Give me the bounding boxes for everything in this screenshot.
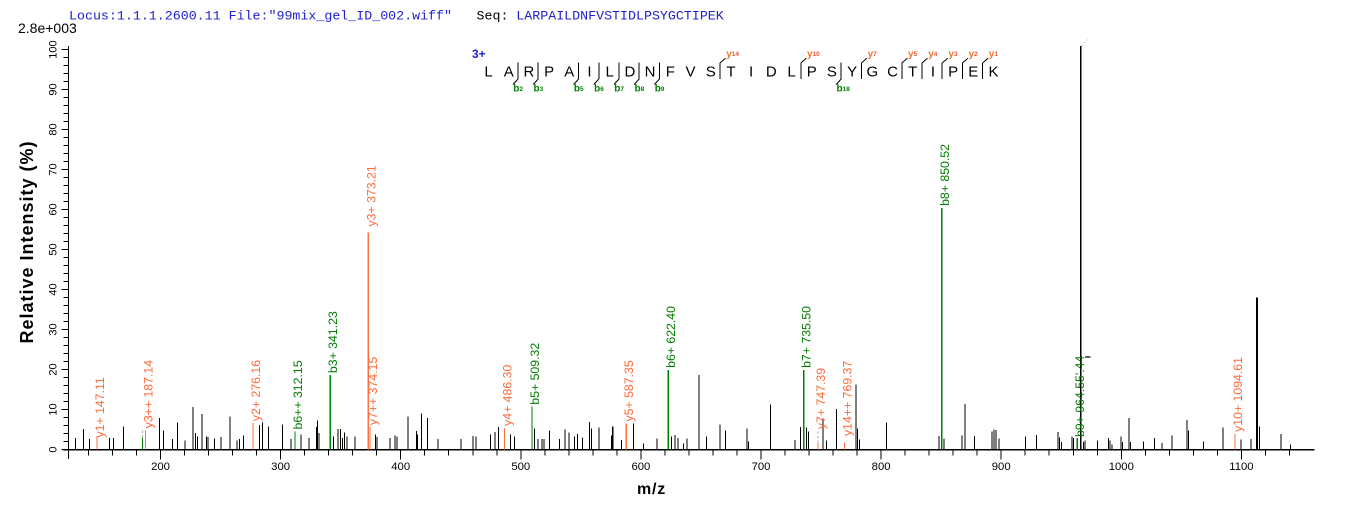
svg-text:900: 900 — [992, 461, 1011, 473]
svg-text:y7+ 747.39: y7+ 747.39 — [814, 368, 828, 429]
svg-text:L: L — [606, 64, 614, 81]
svg-text:40: 40 — [48, 283, 60, 295]
svg-text:S: S — [827, 64, 837, 81]
svg-text:y7: y7 — [868, 49, 878, 60]
svg-text:LARPAILDNFVSTIDLPSYGCTIPEK: LARPAILDNFVSTIDLPSYGCTIPEK — [516, 9, 723, 24]
svg-text:b9+ 964.55'.44: b9+ 964.55'.44 — [1073, 356, 1087, 437]
svg-text:y3++ 187.14: y3++ 187.14 — [142, 360, 156, 429]
svg-text:3+: 3+ — [472, 47, 486, 61]
svg-text:80: 80 — [48, 123, 60, 135]
svg-text:0: 0 — [48, 446, 60, 452]
svg-text:T: T — [726, 64, 735, 81]
svg-text:700: 700 — [752, 461, 771, 473]
svg-text:y7++ 374.15: y7++ 374.15 — [366, 357, 380, 426]
svg-text:500: 500 — [511, 461, 530, 473]
svg-text:G: G — [866, 64, 878, 81]
svg-text:D: D — [766, 64, 777, 81]
svg-text:b6+ 622.40: b6+ 622.40 — [664, 306, 678, 368]
svg-text:600: 600 — [631, 461, 650, 473]
svg-text:100: 100 — [48, 40, 60, 58]
svg-text:y3: y3 — [948, 49, 958, 60]
svg-text:P: P — [948, 64, 958, 81]
svg-text:I: I — [931, 64, 935, 81]
svg-text:b3+ 341.23: b3+ 341.23 — [326, 311, 340, 373]
svg-text:b7: b7 — [614, 83, 624, 94]
svg-text:y14: y14 — [726, 49, 739, 60]
svg-text:b2: b2 — [513, 83, 523, 94]
svg-text:Relative Intensity (%): Relative Intensity (%) — [17, 140, 37, 343]
svg-text:b6: b6 — [594, 83, 604, 94]
svg-text:y1: y1 — [989, 49, 999, 60]
svg-text:R: R — [523, 64, 534, 81]
svg-text:P: P — [807, 64, 817, 81]
svg-text:y4+ 486.30: y4+ 486.30 — [500, 365, 514, 426]
svg-text:E: E — [968, 64, 978, 81]
svg-text:C: C — [887, 64, 898, 81]
svg-text:200: 200 — [151, 461, 170, 473]
svg-text:N: N — [645, 64, 656, 81]
svg-text:m/z: m/z — [637, 481, 666, 498]
svg-text:y3+ 373.21: y3+ 373.21 — [364, 165, 378, 226]
svg-text:V: V — [685, 64, 695, 81]
svg-text:y14++ 769.37: y14++ 769.37 — [840, 361, 854, 436]
svg-text:b5+ 509.32: b5+ 509.32 — [528, 343, 542, 405]
svg-text:b3: b3 — [534, 83, 544, 94]
svg-text:y10+ 1094.61: y10+ 1094.61 — [1231, 357, 1245, 432]
svg-text:70: 70 — [48, 163, 60, 175]
svg-text:Seq:: Seq: — [477, 9, 509, 24]
svg-text:30: 30 — [48, 323, 60, 335]
svg-text:b7+ 735.50: b7+ 735.50 — [800, 306, 814, 368]
svg-text:1100: 1100 — [1229, 461, 1253, 473]
svg-text:I: I — [587, 64, 591, 81]
svg-text:1000: 1000 — [1109, 461, 1134, 473]
svg-text:y1+ 147.11: y1+ 147.11 — [93, 377, 107, 437]
svg-text:b5: b5 — [574, 83, 584, 94]
svg-text:K: K — [988, 64, 998, 81]
svg-text:300: 300 — [271, 461, 290, 473]
svg-text:y4: y4 — [928, 49, 938, 60]
svg-text:P: P — [544, 64, 554, 81]
svg-text:y5+ 587.35: y5+ 587.35 — [622, 360, 636, 421]
svg-text:b8+ 850.52: b8+ 850.52 — [938, 144, 952, 206]
svg-text:b9: b9 — [655, 83, 665, 94]
svg-text:A: A — [504, 64, 514, 81]
svg-text:2.8e+003: 2.8e+003 — [18, 20, 77, 36]
svg-text:y2: y2 — [969, 49, 979, 60]
svg-text:b8: b8 — [635, 83, 645, 94]
svg-text:b6++ 312.15: b6++ 312.15 — [291, 360, 305, 429]
svg-text:800: 800 — [872, 461, 891, 473]
svg-text:D: D — [624, 64, 635, 81]
svg-text:50: 50 — [48, 243, 60, 255]
svg-text:A: A — [564, 64, 574, 81]
svg-text:10: 10 — [48, 403, 60, 415]
svg-text:L: L — [484, 64, 492, 81]
svg-text:F: F — [666, 64, 675, 81]
svg-text:60: 60 — [48, 203, 60, 215]
svg-text:y2+ 276.16: y2+ 276.16 — [249, 360, 263, 421]
svg-text:Y: Y — [847, 64, 857, 81]
svg-text:y5: y5 — [908, 49, 918, 60]
svg-text:90: 90 — [48, 83, 60, 95]
svg-text:y10: y10 — [807, 49, 820, 60]
svg-text:400: 400 — [391, 461, 410, 473]
svg-text:20: 20 — [48, 363, 60, 375]
svg-text:Locus:1.1.1.2600.11 File:"99mi: Locus:1.1.1.2600.11 File:"99mix_gel_ID_0… — [69, 9, 452, 24]
svg-text:I: I — [749, 64, 753, 81]
svg-text:S: S — [706, 64, 716, 81]
svg-text:L: L — [787, 64, 795, 81]
svg-text:b18: b18 — [837, 83, 851, 94]
svg-text:T: T — [908, 64, 917, 81]
